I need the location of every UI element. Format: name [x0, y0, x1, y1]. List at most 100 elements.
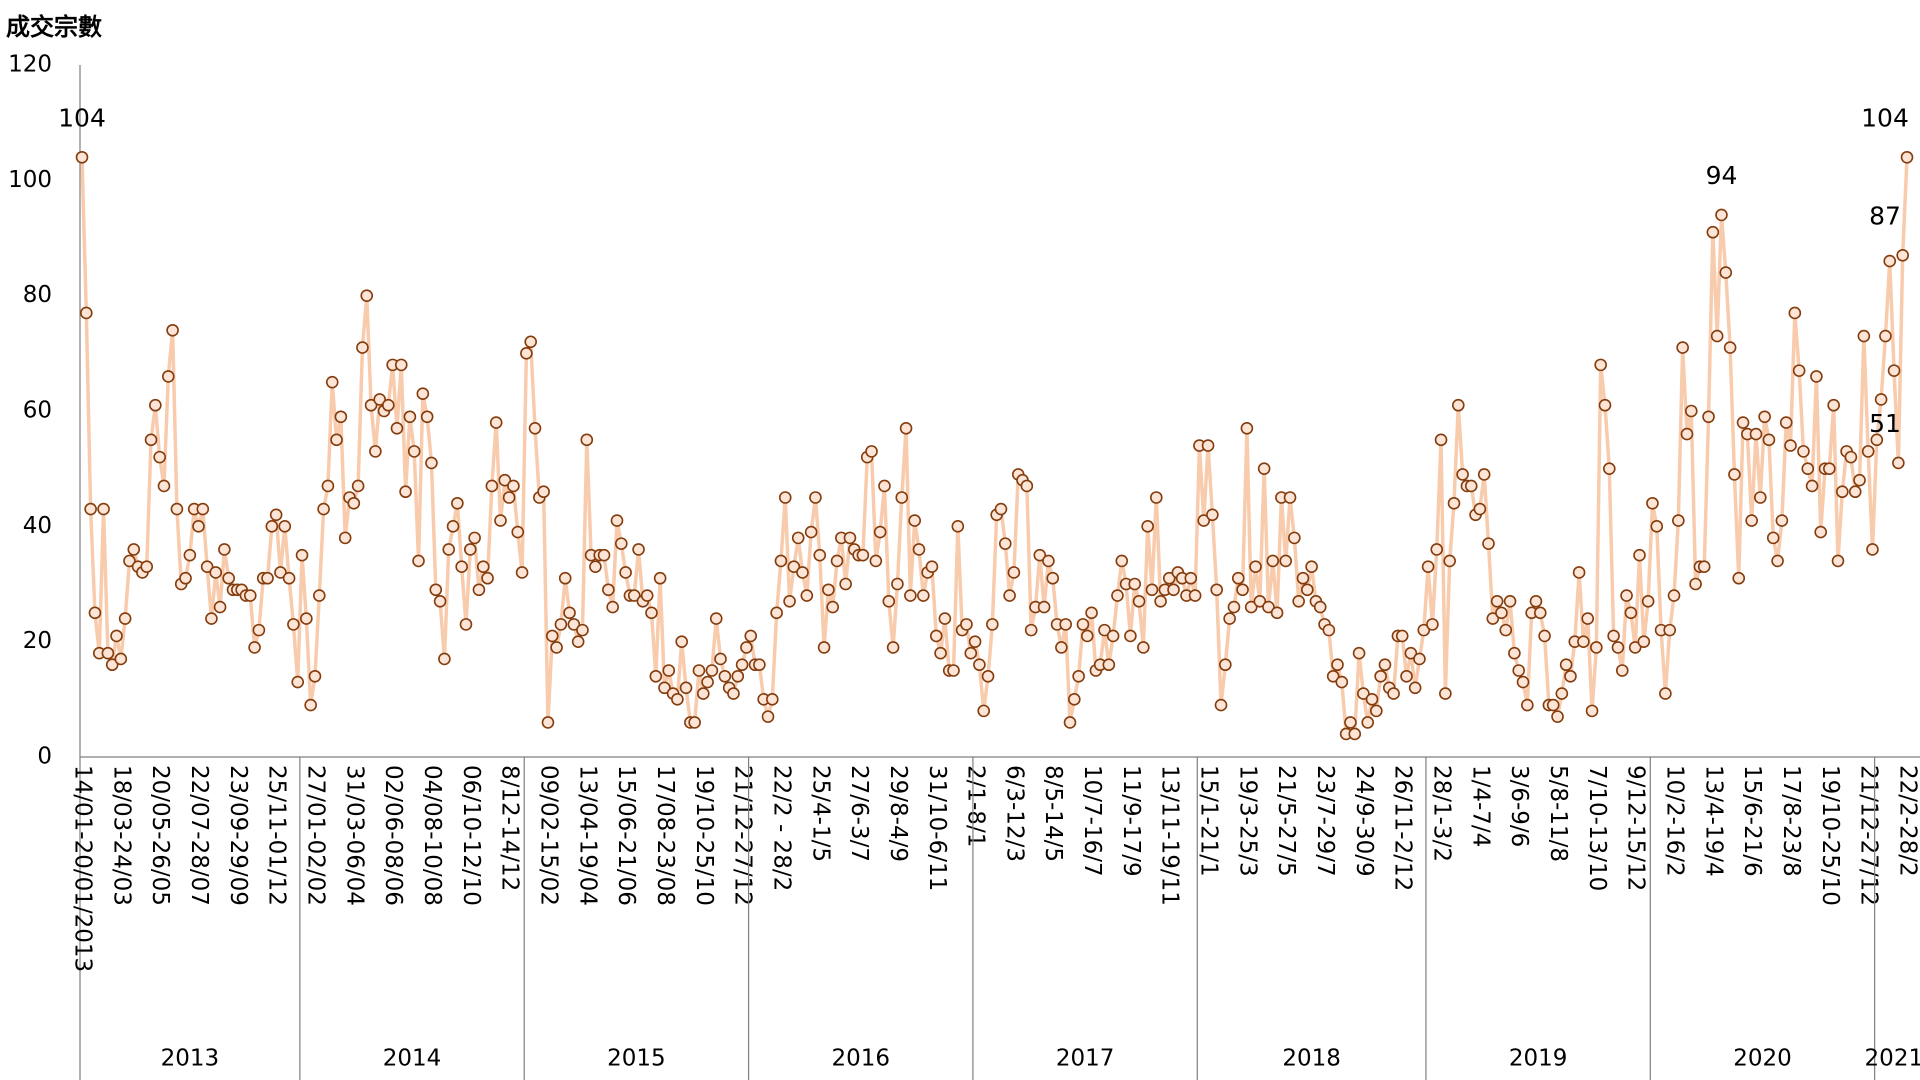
data-point — [1443, 554, 1456, 568]
y-tick-label: 20 — [23, 628, 52, 654]
data-point — [783, 594, 796, 608]
y-tick-label: 100 — [8, 167, 52, 193]
x-tick-label: 13/4-19/4 — [1700, 765, 1726, 877]
data-point — [110, 629, 123, 643]
data-point — [545, 629, 559, 643]
data-point — [1387, 687, 1400, 700]
x-tick-label: 17/8-23/8 — [1778, 765, 1804, 877]
data-point — [753, 658, 766, 672]
x-tick-label: 04/08-10/08 — [419, 765, 445, 906]
year-label: 2020 — [1733, 1046, 1792, 1072]
data-point — [865, 445, 878, 458]
data-point — [1024, 623, 1038, 637]
data-point — [118, 612, 132, 625]
data-point — [1348, 727, 1362, 741]
data-point — [981, 669, 995, 683]
data-point — [451, 496, 464, 510]
data-point — [425, 456, 438, 470]
data-point — [951, 520, 965, 533]
data-point — [1447, 496, 1461, 510]
data-point — [265, 520, 279, 533]
data-point — [1870, 433, 1884, 447]
data-point — [1672, 514, 1685, 527]
data-point — [541, 716, 555, 729]
data-point — [1210, 583, 1223, 597]
data-point — [101, 646, 115, 660]
data-point — [718, 669, 732, 683]
data-point — [1766, 531, 1780, 545]
data-label: 87 — [1869, 201, 1901, 230]
data-point — [917, 589, 930, 602]
data-point — [968, 635, 982, 648]
data-point — [1430, 543, 1444, 556]
data-point — [964, 646, 978, 660]
data-point — [1762, 433, 1776, 447]
data-point — [873, 525, 887, 539]
data-point — [938, 612, 952, 625]
year-label: 2018 — [1282, 1046, 1341, 1072]
data-point — [947, 664, 960, 677]
data-point — [576, 623, 589, 637]
data-point — [929, 629, 943, 643]
data-point — [1283, 491, 1297, 504]
x-tick-label: 14/01-20/01/2013 — [70, 765, 96, 972]
data-point — [615, 537, 628, 550]
data-point — [925, 560, 939, 574]
data-point — [1378, 658, 1392, 672]
data-point — [537, 485, 550, 499]
data-point — [886, 641, 900, 654]
x-tick-label: 6/3-12/3 — [1001, 765, 1027, 862]
data-point — [1413, 652, 1426, 666]
data-point — [1236, 583, 1249, 597]
data-point — [735, 658, 749, 672]
x-tick-label: 21/5-27/5 — [1273, 765, 1299, 877]
data-point — [1456, 468, 1469, 481]
data-point — [1844, 450, 1858, 464]
data-point — [602, 583, 615, 597]
x-tick-label: 02/06-08/06 — [380, 765, 406, 906]
data-point — [1106, 629, 1120, 643]
data-point — [274, 566, 287, 579]
data-point — [1797, 445, 1810, 458]
data-point — [1521, 698, 1534, 712]
data-point — [325, 375, 339, 389]
data-point — [727, 687, 740, 700]
data-point — [1395, 629, 1409, 643]
data-point — [149, 398, 162, 412]
data-point — [671, 693, 684, 706]
data-point — [1322, 623, 1336, 637]
data-point — [1266, 554, 1280, 568]
data-point — [1779, 416, 1793, 429]
year-label: 2021 — [1865, 1046, 1920, 1072]
data-point — [1003, 589, 1016, 602]
x-tick-label: 24/9-30/9 — [1351, 765, 1377, 877]
x-tick-label: 13/04-19/04 — [574, 765, 600, 906]
data-point — [1223, 612, 1236, 625]
data-point — [403, 410, 417, 424]
x-tick-label: 11/9-17/9 — [1118, 765, 1144, 877]
data-point — [1085, 606, 1098, 620]
data-point — [420, 410, 434, 424]
data-point — [1646, 496, 1659, 510]
data-point — [317, 502, 330, 516]
x-tick-label: 15/6-21/6 — [1739, 765, 1765, 877]
data-point — [1512, 664, 1526, 677]
x-tick-label: 22/2-28/2 — [1895, 765, 1920, 877]
y-tick-label: 60 — [23, 398, 52, 424]
data-point — [1723, 341, 1737, 354]
data-point — [1439, 687, 1452, 700]
data-point — [1313, 600, 1327, 614]
data-point — [1663, 623, 1677, 637]
data-point — [1365, 693, 1379, 706]
data-point — [1490, 594, 1504, 608]
data-point — [653, 571, 667, 585]
data-point — [321, 479, 335, 493]
x-tick-label: 19/10-25/10 — [1817, 765, 1843, 906]
data-point — [1823, 462, 1836, 475]
data-point — [1486, 612, 1500, 625]
data-point — [1555, 687, 1569, 700]
data-point — [1167, 583, 1180, 597]
data-point — [1848, 485, 1862, 499]
data-point — [1331, 658, 1344, 672]
data-point — [856, 548, 870, 562]
